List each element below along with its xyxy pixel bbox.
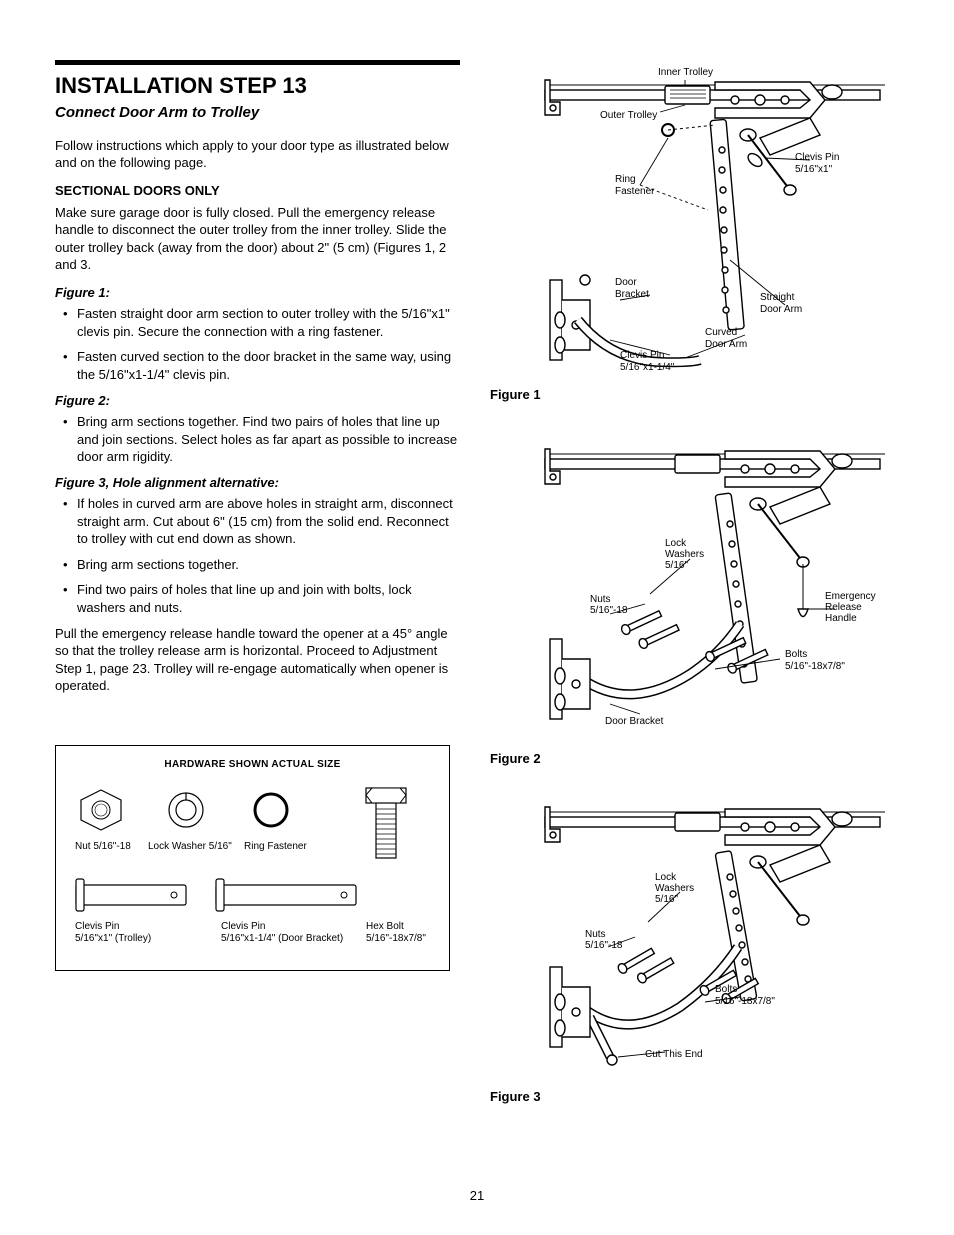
hw-label: Ring Fastener: [244, 840, 307, 854]
svg-text:Door: Door: [615, 277, 637, 288]
svg-text:Washers: Washers: [665, 549, 704, 560]
svg-text:5/16"-18: 5/16"-18: [585, 940, 623, 951]
hw-label: 5/16"-18x7/8": [366, 932, 426, 946]
hw-label: Lock Washer 5/16": [148, 840, 232, 854]
list-item: Fasten curved section to the door bracke…: [77, 348, 460, 383]
svg-text:Ring: Ring: [615, 174, 636, 185]
svg-text:5/16"-18: 5/16"-18: [590, 605, 628, 616]
svg-text:Door Bracket: Door Bracket: [605, 716, 664, 727]
figure1-caption: Figure 1: [490, 386, 899, 404]
figure3-heading: Figure 3, Hole alignment alternative:: [55, 474, 460, 492]
svg-text:Washers: Washers: [655, 883, 694, 894]
closing-text: Pull the emergency release handle toward…: [55, 625, 460, 695]
svg-text:Clevis Pin: Clevis Pin: [620, 350, 664, 361]
hardware-title: HARDWARE SHOWN ACTUAL SIZE: [66, 758, 439, 772]
step-title: Installation Step 13: [55, 71, 460, 101]
svg-text:Bracket: Bracket: [615, 289, 649, 300]
svg-text:5/16"x1-1/4": 5/16"x1-1/4": [620, 362, 675, 373]
svg-text:Lock: Lock: [665, 538, 687, 549]
figure3-diagram: LockWashers5/16" Nuts5/16"-18 Bolts5/16"…: [490, 802, 899, 1106]
list-item: Bring arm sections together.: [77, 556, 460, 574]
svg-text:Nuts: Nuts: [585, 929, 606, 940]
step-subtitle: Connect Door Arm to Trolley: [55, 103, 460, 123]
svg-text:Lock: Lock: [655, 872, 677, 883]
figure1-diagram: Inner Trolley Outer Trolley Clevis Pin 5…: [490, 60, 899, 404]
label-clevis-pin: Clevis Pin: [795, 152, 839, 163]
svg-text:Fastener: Fastener: [615, 186, 655, 197]
svg-text:5/16": 5/16": [655, 894, 678, 905]
intro-text: Follow instructions which apply to your …: [55, 137, 460, 172]
svg-text:Curved: Curved: [705, 327, 737, 338]
svg-text:Bolts: Bolts: [715, 984, 737, 995]
label-outer-trolley: Outer Trolley: [600, 110, 657, 121]
section-heading: SECTIONAL DOORS ONLY: [55, 182, 460, 200]
svg-text:Door Arm: Door Arm: [705, 339, 747, 350]
figure2-heading: Figure 2:: [55, 392, 460, 410]
svg-text:Door Arm: Door Arm: [760, 304, 802, 315]
svg-text:Straight: Straight: [760, 292, 795, 303]
heading-rule: [55, 60, 460, 65]
hardware-box: HARDWARE SHOWN ACTUAL SIZE: [55, 745, 450, 971]
svg-text:Emergency: Emergency: [825, 591, 876, 602]
svg-text:Nuts: Nuts: [590, 594, 611, 605]
figure2-list: Bring arm sections together. Find two pa…: [55, 413, 460, 466]
label-clevis-pin-size: 5/16"x1": [795, 164, 833, 175]
hw-label: Nut 5/16"-18: [75, 840, 131, 854]
label-inner-trolley: Inner Trolley: [658, 67, 713, 78]
svg-text:5/16"-18x7/8": 5/16"-18x7/8": [785, 661, 845, 672]
figure2-diagram: LockWashers5/16" Nuts5/16"-18 EmergencyR…: [490, 444, 899, 768]
list-item: Fasten straight door arm section to oute…: [77, 305, 460, 340]
hw-label: 5/16"x1-1/4" (Door Bracket): [221, 932, 343, 946]
figure2-caption: Figure 2: [490, 750, 899, 768]
figure1-heading: Figure 1:: [55, 284, 460, 302]
section-body: Make sure garage door is fully closed. P…: [55, 204, 460, 274]
svg-text:Cut This End: Cut This End: [645, 1049, 703, 1060]
svg-text:Release: Release: [825, 602, 862, 613]
hw-label: 5/16"x1" (Trolley): [75, 932, 151, 946]
figure1-list: Fasten straight door arm section to oute…: [55, 305, 460, 383]
page-number: 21: [0, 1187, 954, 1205]
svg-text:5/16": 5/16": [665, 560, 688, 571]
list-item: Bring arm sections together. Find two pa…: [77, 413, 460, 466]
figure3-caption: Figure 3: [490, 1088, 899, 1106]
svg-text:5/16"-18x7/8": 5/16"-18x7/8": [715, 996, 775, 1007]
svg-text:Bolts: Bolts: [785, 649, 807, 660]
list-item: If holes in curved arm are above holes i…: [77, 495, 460, 548]
svg-text:Handle: Handle: [825, 613, 857, 624]
figure3-list: If holes in curved arm are above holes i…: [55, 495, 460, 616]
list-item: Find two pairs of holes that line up and…: [77, 581, 460, 616]
